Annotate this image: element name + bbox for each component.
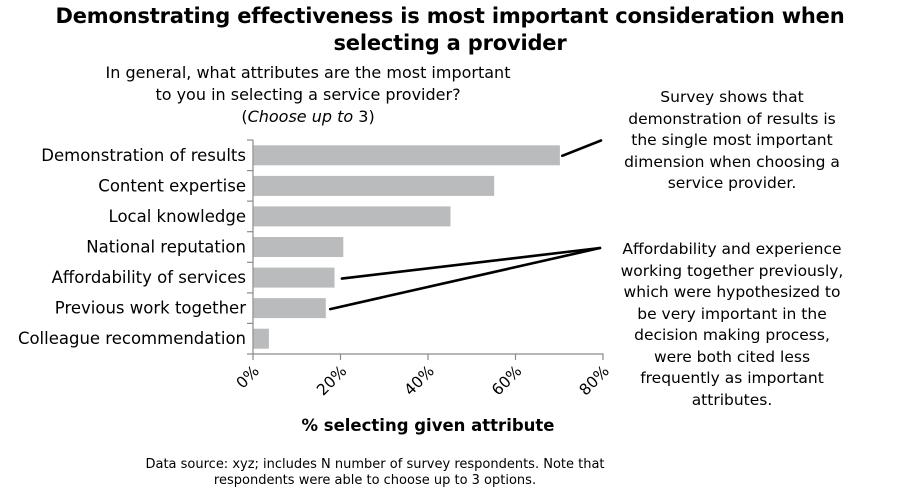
bar-1 [253, 145, 560, 166]
bar-3 [253, 206, 451, 227]
bar-7 [253, 328, 269, 349]
bar-5 [253, 267, 335, 288]
category-label-2: Content expertise [98, 176, 246, 195]
category-label-7: Colleague recommendation [18, 329, 246, 348]
bar-6 [253, 298, 326, 319]
chart-title: Demonstrating effectiveness is most impo… [55, 4, 845, 55]
category-label-4: National reputation [86, 238, 246, 257]
leader-line-demonstration [560, 139, 603, 158]
subtitle-paren-open: ( [241, 107, 248, 126]
category-label-6: Previous work together [55, 299, 246, 318]
leader-line-affordability [340, 246, 602, 280]
bar-4 [253, 237, 344, 257]
data-source-note: Data source: xyz; includes N number of s… [145, 457, 605, 488]
subtitle-italic-text: Choose up to [247, 107, 354, 126]
x-tick-label-0pct: 0% [233, 362, 263, 392]
annotation-demonstration-results: Survey shows that demonstration of resul… [624, 88, 840, 192]
chart-subtitle: In general, what attributes are the most… [58, 62, 558, 128]
x-tick-label-20pct: 20% [313, 362, 350, 399]
subtitle-line-2: to you in selecting a service provider? [155, 85, 461, 104]
category-label-1: Demonstration of results [41, 146, 246, 165]
leader-line-previous-work [328, 246, 602, 311]
bar-2 [253, 175, 495, 196]
annotation-affordability-experience: Affordability and experience working tog… [620, 240, 844, 409]
x-tick-label-40pct: 40% [401, 362, 438, 399]
subtitle-line-3: (Choose up to 3) [58, 106, 558, 128]
x-tick-label-60pct: 60% [488, 362, 525, 399]
subtitle-line-1: In general, what attributes are the most… [105, 63, 511, 82]
x-axis-label: % selecting given attribute [301, 416, 554, 435]
category-label-3: Local knowledge [109, 207, 246, 226]
subtitle-paren-close: 3) [353, 107, 375, 126]
category-label-5: Affordability of services [52, 268, 246, 287]
